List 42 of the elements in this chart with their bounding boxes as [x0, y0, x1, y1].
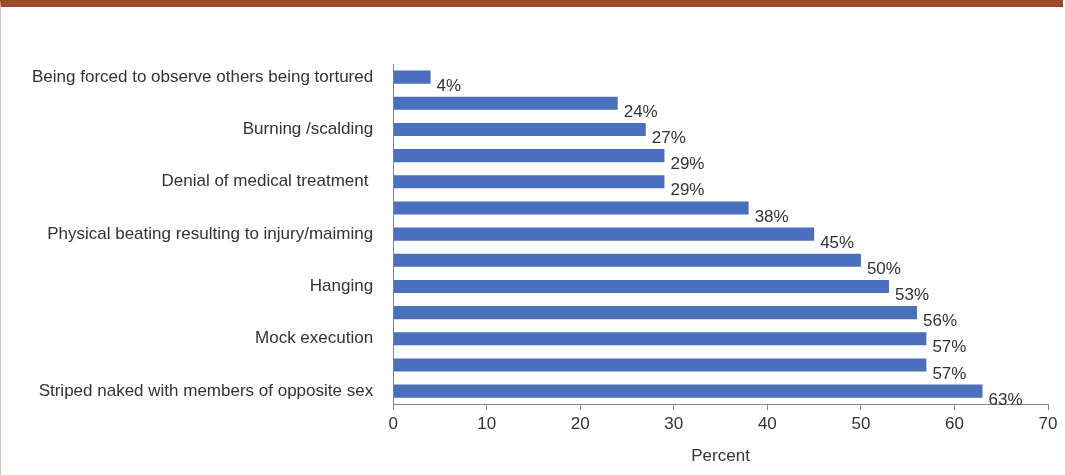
- bar: [393, 175, 665, 189]
- bar: [393, 149, 665, 163]
- bar: [393, 384, 983, 398]
- data-label: 38%: [754, 206, 789, 226]
- y-tick-label: Mock execution: [255, 328, 374, 348]
- data-label: 63%: [988, 389, 1023, 409]
- data-label: 4%: [436, 75, 462, 95]
- bar: [393, 70, 431, 84]
- x-tick-label: 50: [851, 414, 871, 434]
- bar: [393, 253, 861, 267]
- y-tick-label: Denial of medical treatment: [161, 171, 374, 191]
- data-label: 57%: [932, 363, 967, 383]
- x-tick-label: 10: [477, 414, 497, 434]
- x-tick-label: 60: [944, 414, 964, 434]
- x-tick-label: 70: [1038, 414, 1058, 434]
- bar: [393, 201, 749, 215]
- bar: [393, 306, 918, 320]
- data-label: 29%: [670, 154, 705, 174]
- data-label: 29%: [670, 180, 705, 200]
- data-label: 27%: [651, 128, 686, 148]
- data-label: 50%: [866, 258, 901, 278]
- y-tick-label: Physical beating resulting to injury/maiming: [47, 223, 374, 243]
- bar: [393, 96, 618, 110]
- x-tick-label: 30: [664, 414, 684, 434]
- x-axis-title: Percent: [691, 446, 751, 466]
- x-tick-label: 40: [757, 414, 777, 434]
- bar: [393, 227, 815, 241]
- data-label: 57%: [932, 337, 967, 357]
- y-tick-label: Burning /scalding: [242, 119, 374, 139]
- data-label: 24%: [623, 101, 658, 121]
- x-tick-label: 0: [388, 414, 398, 434]
- bar: [393, 332, 927, 346]
- data-label: 45%: [820, 232, 855, 252]
- y-tick-label: Hanging: [309, 276, 374, 296]
- y-tick-label: Striped naked with members of opposite sex: [38, 380, 374, 400]
- bar: [393, 358, 927, 372]
- y-tick-label: Being forced to observe others being tortured: [32, 66, 374, 86]
- data-label: 56%: [923, 311, 958, 331]
- x-tick-label: 20: [570, 414, 590, 434]
- bar: [393, 122, 646, 136]
- bar: [393, 279, 889, 293]
- data-label: 53%: [894, 285, 929, 305]
